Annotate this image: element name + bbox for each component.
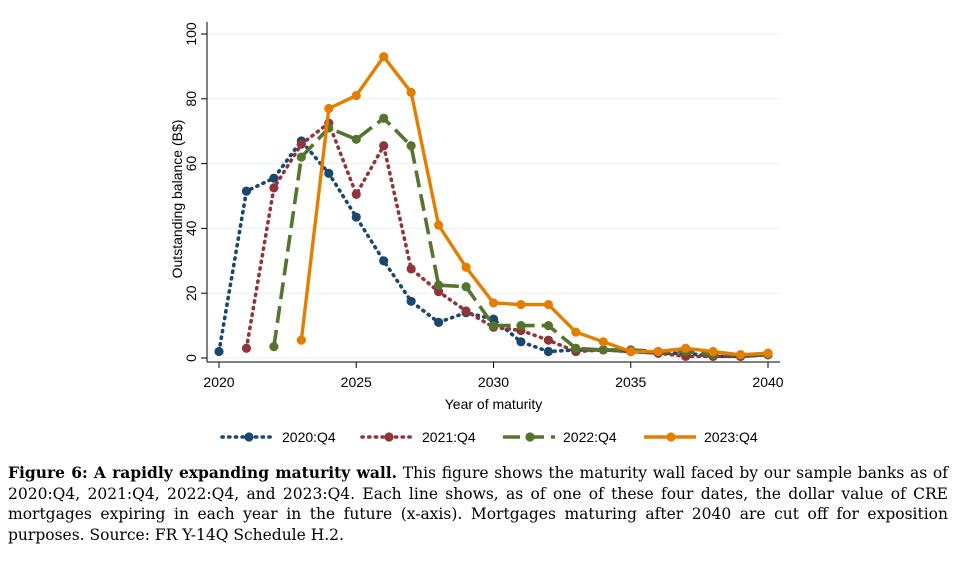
data-point — [708, 346, 718, 357]
data-point — [296, 152, 306, 162]
data-point — [681, 343, 691, 353]
data-point — [434, 317, 444, 327]
data-point — [351, 189, 361, 199]
data-point — [379, 52, 389, 62]
legend-marker — [666, 432, 676, 442]
data-point — [543, 321, 554, 331]
data-point — [434, 280, 444, 290]
data-point — [598, 337, 608, 347]
data-point — [488, 298, 499, 308]
data-point — [351, 212, 361, 222]
series-line-2022:Q4 — [272, 116, 768, 357]
y-tick-label: 20 — [183, 285, 199, 301]
data-point — [488, 321, 499, 331]
data-point — [379, 256, 389, 266]
data-point — [626, 346, 636, 357]
legend-label: 2022:Q4 — [563, 429, 617, 445]
legend-label: 2021:Q4 — [422, 429, 476, 445]
data-point — [324, 103, 334, 114]
data-point — [351, 90, 361, 101]
data-point — [241, 186, 252, 196]
data-point — [379, 113, 389, 123]
data-point — [735, 350, 746, 360]
data-point — [406, 264, 416, 274]
x-tick-label: 2030 — [478, 374, 509, 390]
y-tick-label: 0 — [183, 354, 199, 362]
figure-caption: Figure 6: A rapidly expanding maturity w… — [8, 463, 948, 545]
legend-label: 2023:Q4 — [704, 429, 758, 445]
y-tick-label: 80 — [183, 91, 199, 107]
data-point — [516, 321, 526, 331]
data-point — [516, 337, 526, 347]
data-point — [296, 139, 306, 149]
y-tick-label: 60 — [183, 156, 199, 172]
data-point — [571, 343, 581, 353]
data-point — [324, 168, 334, 178]
legend-marker — [525, 432, 535, 442]
legend-marker — [384, 432, 394, 442]
data-point — [296, 335, 306, 345]
y-tick-label: 40 — [183, 220, 199, 236]
data-point — [763, 348, 773, 358]
series-line-2020:Q4 — [217, 139, 770, 359]
data-point — [269, 342, 279, 352]
caption-label: Figure 6: A rapidly expanding maturity w… — [8, 463, 398, 482]
legend-marker — [244, 432, 254, 442]
series-line-2023:Q4 — [299, 54, 769, 357]
data-point — [379, 141, 389, 151]
x-tick-label: 2025 — [341, 374, 372, 390]
caption-text: This figure shows the maturity wall face… — [8, 464, 948, 544]
data-point — [269, 183, 279, 193]
data-point — [488, 314, 499, 324]
x-axis-title: Year of maturity — [445, 396, 543, 412]
x-tick-label: 2040 — [752, 374, 783, 390]
data-point — [598, 345, 608, 355]
data-point — [571, 327, 581, 337]
data-point — [653, 346, 663, 357]
legend-label: 2020:Q4 — [282, 429, 336, 445]
data-point — [351, 134, 361, 144]
x-tick-label: 2020 — [203, 374, 234, 390]
data-point — [434, 220, 444, 230]
series-line-2021:Q4 — [244, 121, 770, 359]
data-point — [406, 141, 416, 151]
data-point — [543, 335, 554, 345]
x-tick-label: 2035 — [615, 374, 646, 390]
y-axis-title: Outstanding balance (B$) — [169, 120, 185, 279]
data-point — [516, 299, 526, 310]
data-point — [214, 346, 224, 357]
data-point — [434, 286, 444, 297]
data-point — [406, 296, 416, 306]
y-tick-label: 100 — [183, 22, 199, 46]
data-point — [269, 173, 279, 183]
data-point — [543, 346, 554, 357]
data-point — [543, 299, 554, 310]
data-point — [241, 343, 252, 353]
data-point — [406, 87, 416, 97]
data-point — [461, 282, 471, 292]
data-point — [461, 306, 471, 316]
data-point — [461, 262, 471, 272]
